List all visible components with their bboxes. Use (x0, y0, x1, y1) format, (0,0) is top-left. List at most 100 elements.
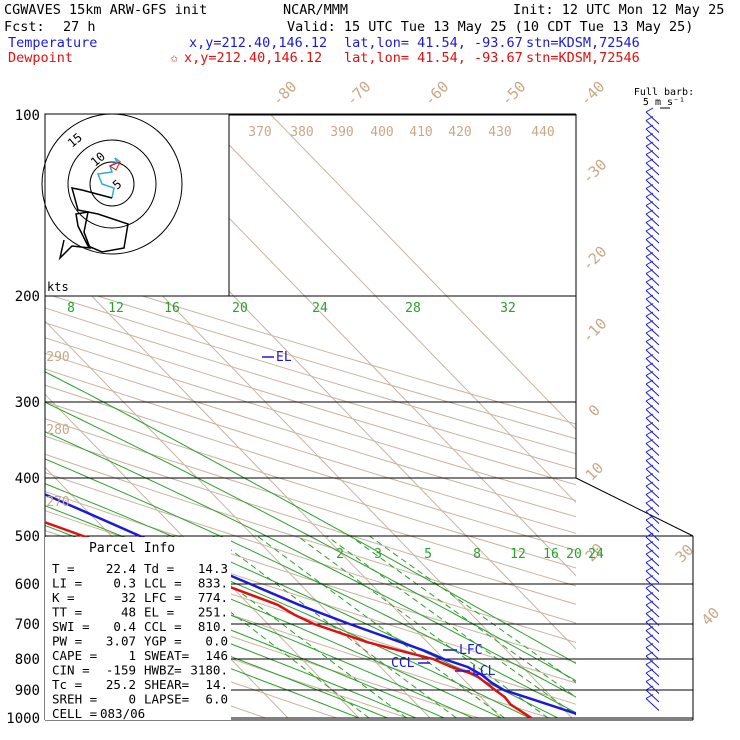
wind-barb-flag (645, 464, 654, 470)
wind-barb-flag (645, 286, 654, 291)
isotherm-label: -60 (421, 78, 453, 110)
dewpoint-label: Dewpoint (8, 50, 74, 66)
wind-barb (645, 689, 660, 703)
wind-barb-flag (645, 133, 654, 138)
wind-barb (645, 460, 660, 473)
dry-adiabat-line (45, 292, 576, 455)
dry-adiabat-line (45, 264, 576, 425)
mixing-ratio-label: 8 (473, 547, 481, 562)
hodograph-units: kts (47, 280, 69, 294)
wind-barb-flag (645, 192, 654, 198)
wind-barb (645, 570, 660, 584)
wind-barb-flag (645, 303, 654, 308)
parcel-info-box: Parcel Info T = 22.4 Td = 14.3 LI = 0.3 LCL = 83… (45, 537, 231, 721)
wind-barb (645, 239, 660, 252)
dry-adiabat-label: 430 (488, 125, 511, 140)
wind-barb-flag (645, 592, 654, 597)
wind-barb (645, 579, 660, 592)
wind-barb (645, 664, 660, 677)
dry-adiabat-line (45, 472, 576, 643)
wind-barb (645, 553, 660, 567)
isotherm-label: 40 (698, 604, 724, 630)
dry-adiabat-line (45, 593, 435, 719)
wind-barb (645, 519, 660, 533)
wind-barb-flag (645, 430, 654, 436)
parcel-key: PW = (52, 634, 82, 649)
wind-barb-flag (645, 507, 654, 512)
wind-barb-flag (645, 277, 654, 283)
wind-barb (645, 536, 660, 550)
parcel-key: CAPE = (52, 648, 97, 663)
wind-barb-flag (645, 685, 654, 691)
wind-barb (645, 137, 660, 150)
moist-adiabat-label: 24 (312, 301, 328, 316)
wind-barb-flag (645, 388, 654, 393)
dry-adiabat-line (45, 615, 363, 719)
wind-barb-flag (645, 116, 654, 121)
parcel-key: SHEAR= (144, 677, 189, 692)
dry-adiabat-label: 370 (248, 125, 271, 140)
isotherm-line (45, 393, 360, 719)
parcel-key: LCL = (144, 576, 182, 591)
moist-adiabat-line (45, 599, 360, 719)
wind-barb (645, 383, 660, 397)
init-time: Init: 12 UTC Mon 12 May 25 (513, 2, 725, 18)
isobar-label: 400 (15, 471, 40, 487)
wind-barb (645, 485, 660, 499)
parcel-value: 0 (128, 692, 136, 707)
dewpoint-latlon: lat,lon= 41.54, -93.67 (344, 50, 523, 66)
dry-adiabat-label: 410 (409, 125, 432, 140)
wind-barb (645, 681, 660, 694)
parcel-key: T = (52, 561, 75, 576)
parcel-value: 6.0 (205, 692, 228, 707)
wind-barb-flag (645, 558, 654, 563)
wind-barb (645, 273, 660, 286)
moist-adiabat-line (45, 586, 388, 719)
parcel-value: 0.4 (113, 619, 136, 634)
isobar-label: 900 (15, 683, 40, 699)
wind-barb (645, 647, 660, 660)
isotherm-label: -30 (579, 156, 611, 188)
parcel-key: SWI = (52, 619, 90, 634)
wind-barb-flag (645, 422, 654, 427)
wind-barb (645, 655, 660, 669)
wind-barb (645, 587, 660, 601)
wind-barb-flag (645, 660, 654, 665)
hodograph-ring (89, 161, 135, 207)
hodograph-ring (67, 139, 157, 229)
parcel-key: LI = (52, 576, 82, 591)
model-title: CGWAVES 15km ARW-GFS init (4, 2, 208, 18)
wind-barb (645, 120, 660, 133)
parcel-value: 32 (121, 590, 136, 605)
wind-barb (645, 222, 660, 235)
wind-barb (645, 621, 660, 635)
wind-barb-flag (645, 167, 654, 172)
wind-barb (645, 434, 660, 448)
parcel-value: 833. (198, 576, 228, 591)
wind-barb-flag (645, 345, 654, 351)
wind-barb-flag (645, 294, 654, 300)
wind-barb-flag (645, 566, 654, 572)
parcel-value: 810. (198, 619, 228, 634)
wind-barb-flag (645, 252, 654, 257)
mixing-ratio-line (349, 535, 576, 698)
isotherm-label: -10 (579, 315, 611, 347)
fcst-value: 27 h (63, 19, 96, 35)
wind-barb (645, 145, 660, 159)
wind-barb (645, 596, 660, 609)
parcel-value: 14.3 (198, 561, 228, 576)
wind-barb-flag (645, 600, 654, 606)
parcel-key: TT = (52, 605, 82, 620)
mixing-ratio-label: 12 (510, 547, 526, 562)
dry-adiabat-line (45, 435, 576, 605)
wind-barb-flag (645, 524, 654, 529)
wind-barb-flag (645, 583, 654, 589)
temperature-latlon: lat,lon= 41.54, -93.67 (344, 35, 523, 51)
moist-adiabat-label: 8 (67, 301, 75, 316)
wind-barb-flag (645, 184, 654, 189)
parcel-value: -159 (106, 663, 136, 678)
wind-barb (645, 247, 660, 261)
wind-barb (645, 298, 660, 312)
parcel-key: CELL = (52, 706, 97, 721)
